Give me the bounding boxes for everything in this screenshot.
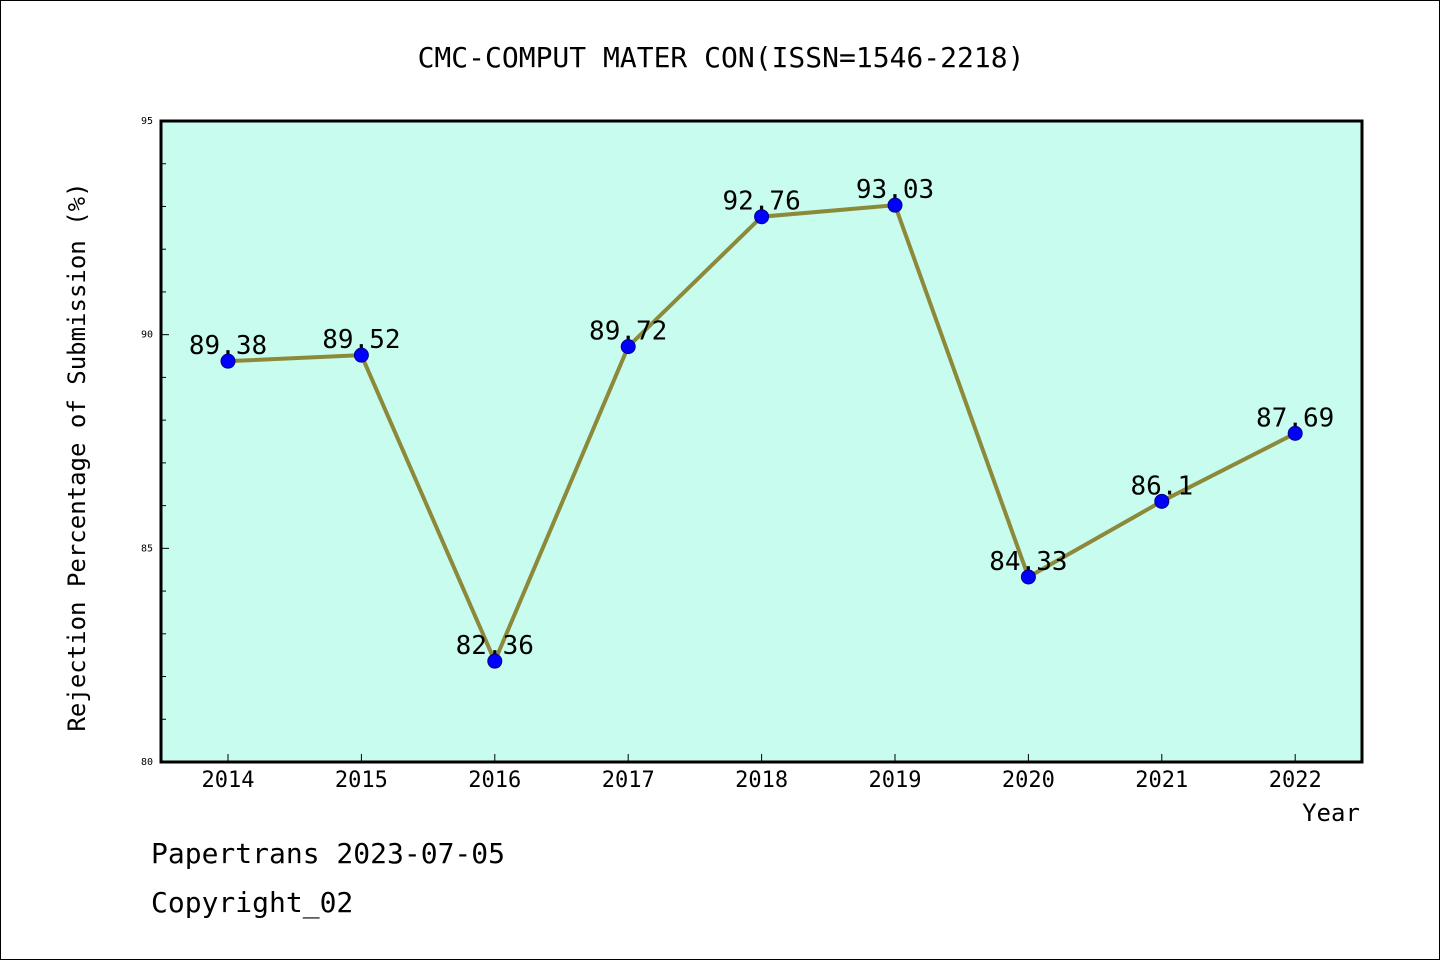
chart-title: CMC-COMPUT MATER CON(ISSN=1546-2218) xyxy=(418,41,1025,74)
y-tick-label: 85 xyxy=(141,543,153,554)
x-tick-label: 2014 xyxy=(202,768,255,793)
x-tick-label: 2019 xyxy=(869,768,922,793)
x-tick-label: 2017 xyxy=(602,768,655,793)
x-axis-ticks: 2014 2015 2016 2017 2018 2019 2020 2021 2022 xyxy=(202,754,1322,793)
data-point xyxy=(620,339,636,355)
plot-area xyxy=(161,121,1362,762)
copyright-text: Copyright_02 xyxy=(151,886,354,919)
x-tick-label: 2016 xyxy=(468,768,521,793)
y-tick-label: 90 xyxy=(141,330,153,341)
data-point xyxy=(754,209,770,225)
x-tick-label: 2022 xyxy=(1269,768,1322,793)
x-tick-label: 2020 xyxy=(1002,768,1055,793)
y-tick-label: 80 xyxy=(141,757,153,768)
x-tick-label: 2015 xyxy=(335,768,388,793)
data-point xyxy=(487,653,503,669)
data-point xyxy=(1020,569,1036,585)
data-point xyxy=(220,353,236,369)
y-axis-label: Rejection Percentage of Submission (%) xyxy=(63,182,91,731)
data-point xyxy=(887,197,903,213)
plot-frame xyxy=(159,119,1364,764)
x-axis-label: Year xyxy=(1302,799,1360,827)
x-tick-label: 2018 xyxy=(735,768,788,793)
data-point xyxy=(353,347,369,363)
source-date-text: Papertrans 2023-07-05 xyxy=(151,837,506,870)
data-point xyxy=(1154,493,1170,509)
data-point xyxy=(1287,425,1303,441)
y-tick-label: 95 xyxy=(141,116,153,127)
x-tick-label: 2021 xyxy=(1135,768,1188,793)
